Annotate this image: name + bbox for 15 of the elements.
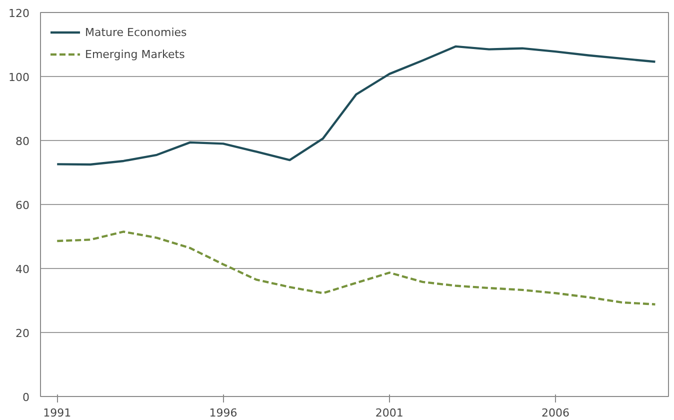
x-tick-label: 2001: [375, 406, 404, 420]
y-tick-label: 100: [8, 71, 30, 84]
legend-label: Mature Economies: [85, 26, 187, 38]
y-tick-label: 0: [22, 391, 30, 404]
y-tick-label: 80: [16, 135, 30, 148]
x-tick-label: 1991: [43, 406, 72, 420]
legend-label: Emerging Markets: [85, 48, 185, 60]
y-tick-label: 40: [16, 263, 30, 276]
line-series: [56, 45, 656, 166]
line-series: [56, 230, 656, 306]
y-tick-label: 20: [16, 327, 30, 340]
x-tick-label: 1996: [209, 406, 238, 420]
x-tick-label: 2006: [542, 406, 570, 420]
y-tick-label: 60: [16, 199, 30, 212]
y-tick-label: 120: [8, 7, 30, 20]
